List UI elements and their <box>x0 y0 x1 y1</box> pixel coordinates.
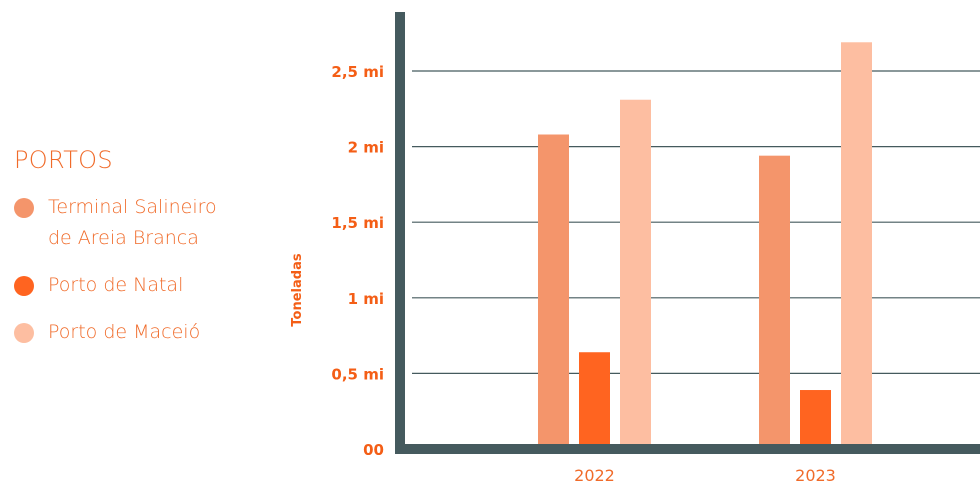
bar <box>759 155 790 449</box>
legend-item-label: Porto de Natal <box>48 274 184 296</box>
y-tick-label: 2,5 mi <box>331 63 384 81</box>
legend-title: PORTOS <box>14 146 113 174</box>
y-tick-label: 0,5 mi <box>331 365 384 383</box>
legend-item-label: Porto de Maceió <box>48 321 201 343</box>
legend-item-label-line1: Terminal Salineiro <box>48 196 217 218</box>
x-tick-label: 2023 <box>795 466 836 485</box>
y-tick-label: 1,5 mi <box>331 214 384 232</box>
axes <box>395 12 980 454</box>
y-tick-label: 2 mi <box>348 139 384 157</box>
bar <box>800 390 831 449</box>
legend-swatch <box>14 276 34 296</box>
gridlines <box>412 70 980 374</box>
bar <box>538 134 569 449</box>
legend-item-porto-natal: Porto de Natal <box>14 274 274 301</box>
legend-item-terminal-salineiro: Terminal Salineiro de Areia Branca <box>14 196 274 254</box>
x-tick-label: 2022 <box>574 466 615 485</box>
y-tick-labels: 00 0,5 mi 1 mi 1,5 mi 2 mi 2,5 mi <box>331 63 384 459</box>
legend: PORTOS Terminal Salineiro de Areia Branc… <box>14 146 274 368</box>
legend-swatch <box>14 323 34 343</box>
legend-swatch <box>14 198 34 218</box>
y-axis-line <box>395 12 405 454</box>
bar <box>579 352 610 449</box>
legend-item-porto-maceio: Porto de Maceió <box>14 321 274 348</box>
legend-item-label: Terminal Salineiro de Areia Branca <box>48 192 217 254</box>
bars <box>538 42 872 449</box>
x-axis-line <box>395 444 980 454</box>
y-tick-label: 1 mi <box>348 290 384 308</box>
y-axis-title: Toneladas <box>290 253 305 326</box>
bar <box>620 99 651 449</box>
bar <box>841 42 872 449</box>
y-tick-label: 00 <box>363 441 384 459</box>
legend-item-label-line2: de Areia Branca <box>48 227 199 249</box>
x-tick-labels: 2022 2023 <box>574 466 836 485</box>
